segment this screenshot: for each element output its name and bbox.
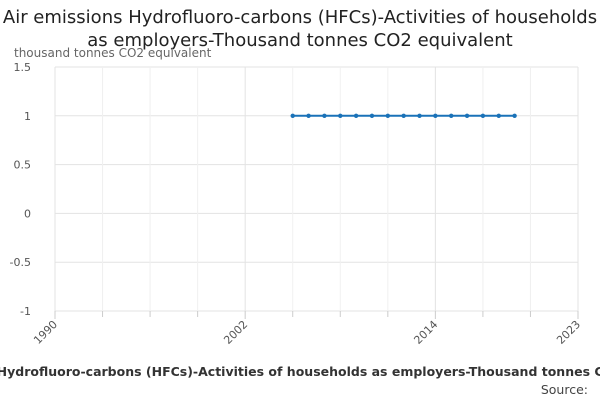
y-tick-label: 0 <box>24 207 31 220</box>
y-axis-label: thousand tonnes CO2 equivalent <box>14 46 212 60</box>
point <box>290 113 295 119</box>
point <box>464 113 470 119</box>
point <box>322 113 327 119</box>
source: Source: <box>540 382 588 397</box>
caption: Air emissions Hydrofluoro-carbons (HFCs)… <box>0 364 600 379</box>
y-tick-label: 0.5 <box>14 159 32 172</box>
point <box>401 113 406 119</box>
point <box>417 113 422 119</box>
y-tick-label: 1 <box>24 110 31 123</box>
point <box>369 113 375 119</box>
x-tick-label: 2002 <box>221 318 250 347</box>
y-tick-label: -1 <box>20 305 31 318</box>
x-tick-label: 1990 <box>31 318 60 347</box>
x-tick-label: 2014 <box>411 318 440 347</box>
point <box>496 113 501 119</box>
point <box>433 113 438 119</box>
point <box>338 113 343 119</box>
y-tick-label: -0.5 <box>10 256 31 269</box>
point <box>353 113 359 119</box>
x-tick-label: 2023 <box>554 318 583 347</box>
chart-title: Air emissions Hydrofluoro-carbons (HFCs)… <box>2 7 598 51</box>
y-tick-label: 1.5 <box>14 61 32 74</box>
caption-text: Air emissions Hydrofluoro-carbons (HFCs)… <box>0 364 600 379</box>
point <box>449 113 454 119</box>
point <box>385 113 391 119</box>
point <box>306 113 311 119</box>
point <box>512 113 517 119</box>
point <box>480 113 486 119</box>
